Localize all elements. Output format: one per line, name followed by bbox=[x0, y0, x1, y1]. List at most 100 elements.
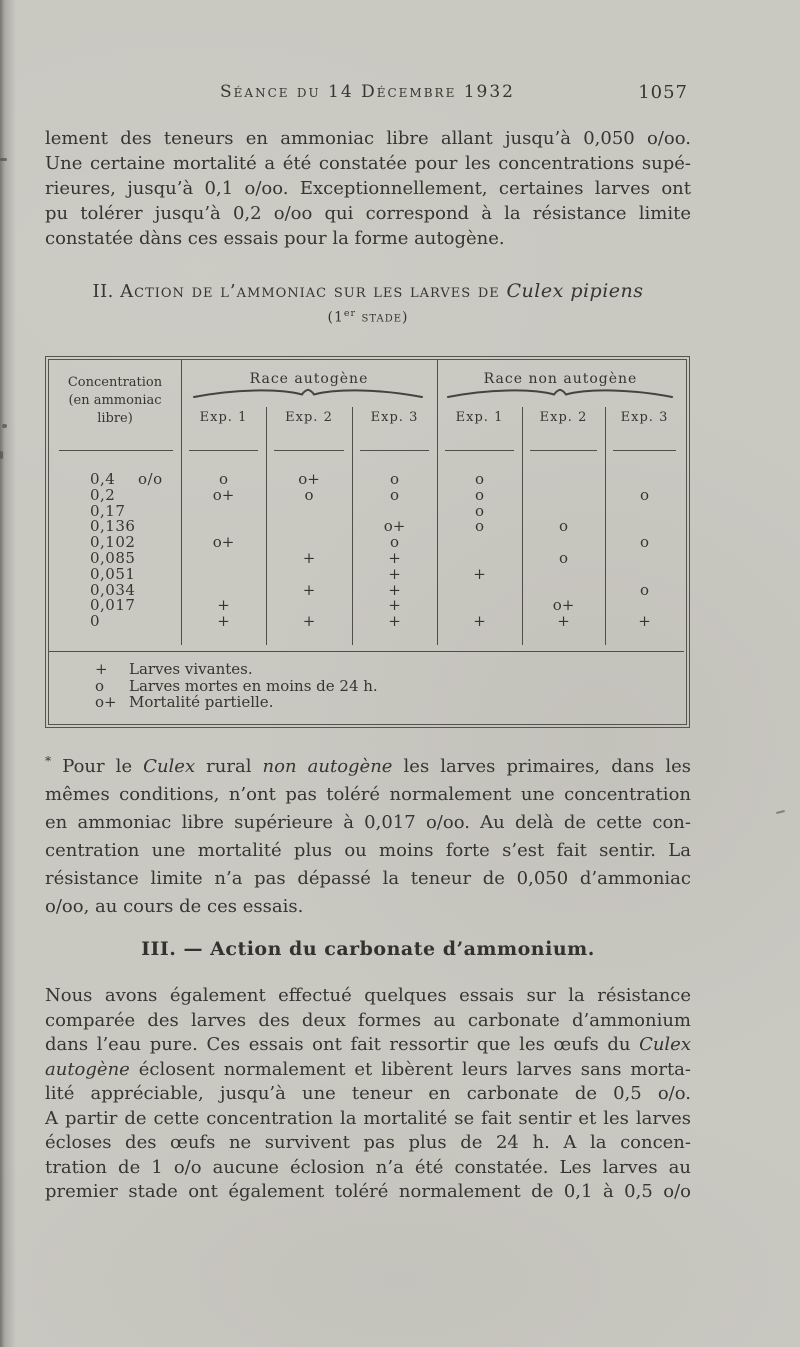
legend-symbol: o+ bbox=[95, 693, 117, 711]
result-cell bbox=[181, 504, 266, 520]
result-cell: o bbox=[474, 470, 485, 488]
text-line: centration une mortalité plus ou moins f… bbox=[45, 840, 691, 861]
result-cell bbox=[522, 472, 605, 488]
legend-row: o Larves mortes en moins de 24 h. bbox=[49, 676, 684, 695]
column-header-line: Concentration bbox=[67, 375, 163, 390]
legend-row: + Larves vivantes. bbox=[49, 661, 684, 678]
table-row: 0,17 o bbox=[49, 501, 684, 520]
result-cell bbox=[605, 551, 684, 567]
section-number: II. bbox=[92, 281, 121, 302]
result-cell bbox=[605, 504, 684, 520]
result-cell: o+ bbox=[383, 517, 406, 536]
section-heading-3: III. — Action du carbonate d’ammonium. bbox=[141, 938, 595, 960]
result-cell bbox=[266, 504, 352, 520]
result-cell: o+ bbox=[212, 533, 235, 552]
text-line: lement des teneurs en ammoniac libre all… bbox=[45, 128, 691, 149]
text-line: en ammoniac libre supérieure à 0,017 o/o… bbox=[45, 812, 691, 833]
concentration-label: 0,017 bbox=[90, 596, 136, 615]
table-rule-vertical bbox=[181, 360, 182, 645]
legend-row: o+ Mortalité partielle. bbox=[49, 694, 684, 711]
table-rule-vertical bbox=[605, 407, 606, 645]
column-header-concentration: Concentration (en ammoniac libre) bbox=[49, 374, 181, 428]
section-heading-2: II. Action de l’ammoniac sur les larves … bbox=[45, 280, 691, 302]
text-line: constatée dàns ces essais pour la forme … bbox=[45, 228, 505, 249]
result-cell: o bbox=[389, 533, 400, 552]
concentration-label: 0,102 bbox=[90, 533, 136, 552]
column-header-line: (en ammoniac bbox=[68, 393, 162, 408]
brace-decoration bbox=[193, 388, 423, 398]
result-cell: + bbox=[638, 612, 651, 631]
result-cell bbox=[437, 535, 522, 551]
result-cell: o bbox=[639, 485, 650, 504]
table-legend: + Larves vivantes. o Larves mortes en moins… bbox=[49, 661, 684, 711]
text-line: Nous avons également effectué quelques e… bbox=[45, 985, 691, 1006]
scan-speck bbox=[0, 451, 3, 459]
table-rule-horizontal bbox=[49, 651, 684, 652]
legend-text: Larves vivantes. bbox=[129, 660, 253, 678]
stage-superscript: er bbox=[343, 308, 357, 319]
text-line: comparée des larves des deux formes au c… bbox=[45, 1009, 691, 1031]
exp-header: Exp. 2 bbox=[285, 410, 333, 425]
text-line: premier stade ont également toléré norma… bbox=[45, 1181, 691, 1202]
concentration-label: 0,034 bbox=[90, 580, 136, 599]
result-cell: + bbox=[473, 612, 486, 631]
brace-decoration bbox=[446, 388, 674, 398]
stage-text: stade) bbox=[356, 309, 409, 326]
group-header-race-autogene: Race autogène bbox=[249, 371, 369, 387]
table-rule-vertical bbox=[352, 407, 353, 645]
result-cell: + bbox=[217, 612, 230, 631]
table-row: 0,4 o/o o o+ o o bbox=[49, 470, 684, 488]
result-cell: o bbox=[389, 470, 400, 488]
table-body: 0,4 o/o o o+ o o 0,2 o+ o o o o 0,17 o 0,136 o+ o o 0,102 o… bbox=[49, 470, 684, 631]
paragraph-carbonate: Nous avons également effectué quelques e… bbox=[45, 984, 691, 1205]
result-cell: + bbox=[388, 596, 401, 615]
result-cell bbox=[266, 519, 352, 535]
result-cell: + bbox=[302, 580, 316, 599]
result-cell: + bbox=[388, 612, 401, 631]
text-line: Une certaine mortalité a été constatée p… bbox=[45, 153, 691, 174]
text-line: o/oo, au cours de ces essais. bbox=[45, 896, 304, 917]
result-cell: + bbox=[473, 564, 486, 583]
result-cell: + bbox=[302, 612, 316, 631]
result-cell: o bbox=[558, 517, 569, 536]
result-cell: + bbox=[388, 564, 401, 583]
text-line: dans l’eau pure. Ces essais ont fait res… bbox=[45, 1034, 691, 1055]
result-cell: + bbox=[302, 548, 316, 567]
result-cell: o bbox=[474, 501, 485, 520]
result-cell bbox=[437, 583, 522, 599]
result-cell: + bbox=[217, 596, 230, 615]
results-table-inner-border: Concentration (en ammoniac libre) Race a… bbox=[48, 359, 687, 725]
concentration-label: 0,17 bbox=[90, 501, 126, 520]
table-row: 0,051 + + bbox=[49, 564, 684, 583]
result-cell: o bbox=[474, 485, 485, 504]
table-row: 0,136 o+ o o bbox=[49, 519, 684, 535]
result-cell: o+ bbox=[298, 470, 320, 488]
result-cell bbox=[522, 488, 605, 504]
concentration-unit: o/o bbox=[138, 470, 163, 488]
results-table: Concentration (en ammoniac libre) Race a… bbox=[45, 356, 690, 728]
header-underlines bbox=[181, 450, 684, 451]
result-cell: o bbox=[558, 548, 569, 567]
result-cell: + bbox=[388, 580, 401, 599]
result-cell: o bbox=[474, 517, 485, 536]
result-cell: o bbox=[218, 470, 229, 488]
table-rule-vertical bbox=[522, 407, 523, 645]
scan-speck bbox=[2, 424, 7, 428]
section-subheading-stage: (1er stade) bbox=[45, 308, 691, 326]
legend-text: Larves mortes en moins de 24 h. bbox=[129, 676, 378, 695]
text-line: rieures, jusqu’à 0,1 o/oo. Exceptionnell… bbox=[45, 178, 691, 199]
legend-text: Mortalité partielle. bbox=[129, 693, 274, 711]
header-underline bbox=[59, 450, 173, 451]
text-line: lité appréciable, jusqu’à une teneur en … bbox=[45, 1083, 691, 1104]
concentration-label: 0,4 o/o bbox=[90, 470, 163, 488]
paragraph-non-autogene: * Pour le Culex rural non autogène les l… bbox=[45, 747, 691, 921]
concentration-label: 0,136 bbox=[90, 517, 136, 536]
section-title: Action de l’ammoniac sur les larves de bbox=[120, 281, 507, 302]
species-name: Culex pipiens bbox=[506, 280, 644, 302]
margin-mark bbox=[775, 809, 786, 815]
page-number: 1057 bbox=[638, 82, 688, 103]
text-line: tration de 1 o/o aucune éclosion n’a été… bbox=[45, 1156, 691, 1178]
result-cell bbox=[522, 567, 605, 583]
result-cell: o bbox=[389, 485, 400, 504]
result-cell bbox=[181, 567, 266, 583]
